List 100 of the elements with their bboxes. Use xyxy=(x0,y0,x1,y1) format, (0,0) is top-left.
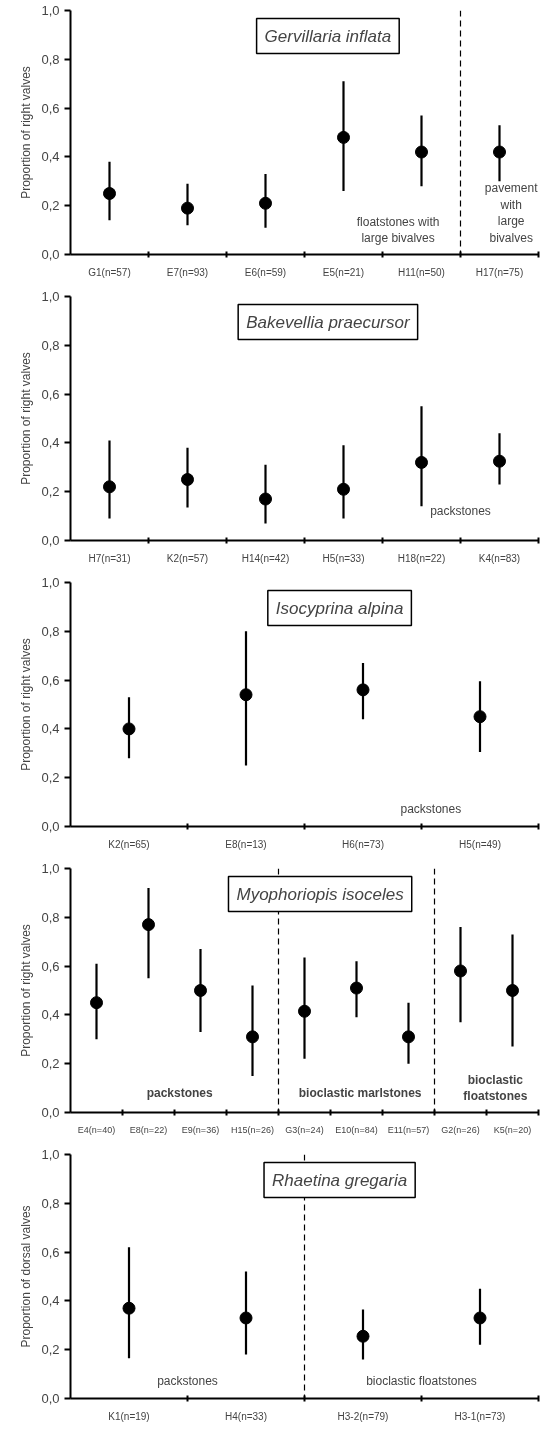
point xyxy=(259,492,272,506)
point xyxy=(239,688,253,702)
y-tick-label: 0,6 xyxy=(41,672,60,688)
point xyxy=(356,1329,370,1343)
x-tick-label: K2(n=57) xyxy=(166,552,209,564)
point xyxy=(103,480,116,494)
y-tick-label: 0,2 xyxy=(41,484,60,500)
x-tick-label: K4(n=83) xyxy=(478,552,521,564)
annotation: bioclastic floatstones xyxy=(463,1072,528,1104)
text: Myophoriopis isoceles xyxy=(236,884,405,904)
y-tick-label: 0,0 xyxy=(41,1105,60,1120)
y-tick-label: 0,8 xyxy=(41,51,60,67)
annotation: packstones xyxy=(157,1374,218,1389)
point xyxy=(337,482,350,496)
x-tick-label: H11(n=50) xyxy=(398,266,445,278)
point xyxy=(415,455,428,469)
point xyxy=(246,1030,259,1044)
x-tick-label: G2(n=26) xyxy=(441,1124,480,1135)
y-tick-label: 0,6 xyxy=(41,100,60,116)
annotation: floatstones with large bivalves xyxy=(356,214,440,246)
y-tick-label: 0,0 xyxy=(41,247,60,262)
text: Isocyprina alpina xyxy=(275,598,404,618)
y-tick-label: 0,2 xyxy=(41,770,60,786)
x-tick-label: H14(n=42) xyxy=(241,552,290,564)
y-tick-label: 1,0 xyxy=(41,1147,60,1162)
x-tick-label: H3-1(n=73) xyxy=(454,1410,506,1422)
point xyxy=(350,981,363,995)
y-tick-label: 0,2 xyxy=(41,1056,60,1072)
point xyxy=(90,996,103,1010)
annotation: bioclastic marlstones xyxy=(298,1085,422,1100)
point xyxy=(473,1311,487,1325)
x-tick-label: G3(n=24) xyxy=(285,1124,324,1135)
point xyxy=(337,130,350,144)
point xyxy=(239,1311,253,1325)
y-tick-label: 0,0 xyxy=(41,819,60,834)
x-tick-label: E11(n=57) xyxy=(387,1124,430,1135)
y-axis-title: Proportion of dorsal valves xyxy=(19,1205,34,1348)
y-axis-title: Proportion of right valves xyxy=(19,66,34,199)
x-tick-label: K5(n=20) xyxy=(493,1124,532,1135)
point xyxy=(356,683,370,697)
y-tick-label: 0,2 xyxy=(41,198,60,214)
y-tick-label: 0,6 xyxy=(41,386,60,402)
y-tick-label: 0,4 xyxy=(41,435,60,451)
annotation: packstones xyxy=(400,802,462,817)
y-tick-label: 1,0 xyxy=(41,575,60,590)
point xyxy=(259,196,272,210)
annotation: bioclastic floatstones xyxy=(366,1374,477,1389)
y-tick-label: 0,2 xyxy=(41,1342,60,1358)
y-tick-label: 0,0 xyxy=(41,533,60,548)
annotation: packstones xyxy=(430,504,491,519)
x-tick-label: E8(n=22) xyxy=(129,1124,168,1135)
point xyxy=(122,722,136,736)
x-tick-label: H7(n=31) xyxy=(88,552,131,564)
x-tick-label: H15(n=26) xyxy=(231,1124,274,1135)
point xyxy=(473,710,487,724)
point xyxy=(493,145,506,159)
y-tick-label: 0,4 xyxy=(41,1007,60,1023)
text: Bakevellia praecursor xyxy=(246,312,411,332)
x-tick-label: E7(n=93) xyxy=(166,266,209,278)
x-tick-label: H3-2(n=79) xyxy=(337,1410,389,1422)
point xyxy=(181,473,194,486)
x-tick-label: H5(n=49) xyxy=(459,838,501,850)
x-tick-label: H6(n=73) xyxy=(342,838,384,850)
y-tick-label: 0,6 xyxy=(41,1244,60,1260)
y-axis-title: Proportion of right valves xyxy=(19,638,34,771)
point xyxy=(402,1030,415,1044)
x-tick-label: E10(n=84) xyxy=(335,1124,378,1135)
point xyxy=(103,187,116,200)
y-tick-label: 0,4 xyxy=(41,721,60,737)
x-tick-label: E5(n=21) xyxy=(322,266,365,278)
y-tick-label: 0,8 xyxy=(41,623,60,639)
x-tick-label: H18(n=22) xyxy=(397,552,446,564)
point xyxy=(415,145,428,159)
y-tick-label: 0,4 xyxy=(41,1293,60,1309)
text: Rhaetina gregaria xyxy=(272,1170,408,1190)
x-tick-label: E6(n=59) xyxy=(244,266,287,278)
x-tick-label: H5(n=33) xyxy=(322,552,365,564)
y-axis-title: Proportion of right valves xyxy=(19,924,34,1057)
y-tick-label: 1,0 xyxy=(41,3,60,18)
y-tick-label: 0,8 xyxy=(41,1195,60,1211)
y-tick-label: 1,0 xyxy=(41,289,60,304)
x-tick-label: E9(n=36) xyxy=(181,1124,220,1135)
annotation: packstones xyxy=(146,1085,214,1100)
point xyxy=(493,454,506,468)
y-tick-label: 0,0 xyxy=(41,1391,60,1406)
x-tick-label: H4(n=33) xyxy=(225,1410,267,1422)
point xyxy=(142,918,155,932)
y-tick-label: 0,4 xyxy=(41,149,60,165)
y-tick-label: 0,8 xyxy=(41,337,60,353)
x-tick-label: E4(n=40) xyxy=(77,1124,116,1135)
point xyxy=(454,964,467,978)
x-tick-label: G1(n=57) xyxy=(88,266,131,278)
y-axis-title: Proportion of right valves xyxy=(19,352,34,485)
y-tick-label: 0,8 xyxy=(41,909,60,925)
x-tick-label: H17(n=75) xyxy=(475,266,524,278)
annotation: pavement with large bivalves xyxy=(484,180,539,246)
point xyxy=(181,201,194,215)
y-tick-label: 0,6 xyxy=(41,958,60,974)
x-tick-label: K1(n=19) xyxy=(108,1410,150,1422)
x-tick-label: K2(n=65) xyxy=(108,838,150,850)
